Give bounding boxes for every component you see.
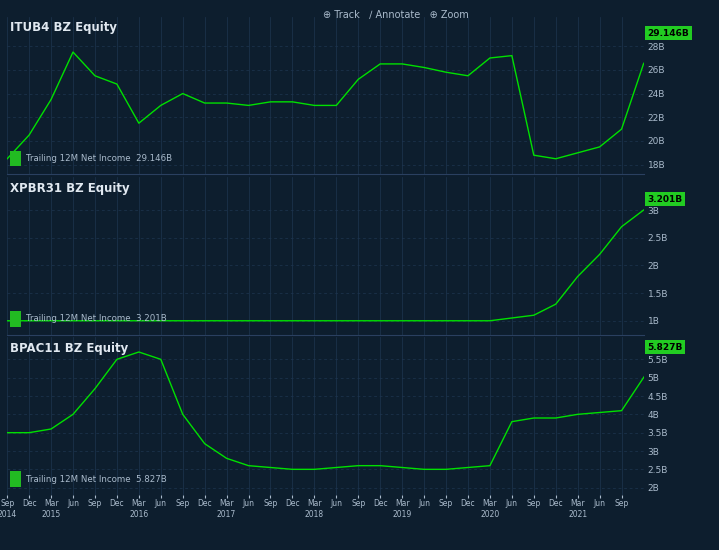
Text: 5.827B: 5.827B	[648, 343, 683, 352]
Text: XPBR31 BZ Equity: XPBR31 BZ Equity	[10, 182, 130, 195]
Text: 3.201B: 3.201B	[648, 195, 683, 204]
Text: BPAC11 BZ Equity: BPAC11 BZ Equity	[10, 342, 129, 355]
Bar	[10, 471, 21, 487]
Text: Trailing 12M Net Income  5.827B: Trailing 12M Net Income 5.827B	[26, 475, 166, 484]
Text: 29.146B: 29.146B	[648, 29, 690, 37]
Text: ⊕ Track   ∕ Annotate   ⊕ Zoom: ⊕ Track ∕ Annotate ⊕ Zoom	[323, 9, 468, 19]
Bar	[10, 311, 21, 327]
Text: Trailing 12M Net Income  3.201B: Trailing 12M Net Income 3.201B	[26, 314, 166, 323]
Text: Trailing 12M Net Income  29.146B: Trailing 12M Net Income 29.146B	[26, 154, 172, 163]
Text: ITUB4 BZ Equity: ITUB4 BZ Equity	[10, 21, 117, 34]
Bar	[10, 151, 21, 166]
